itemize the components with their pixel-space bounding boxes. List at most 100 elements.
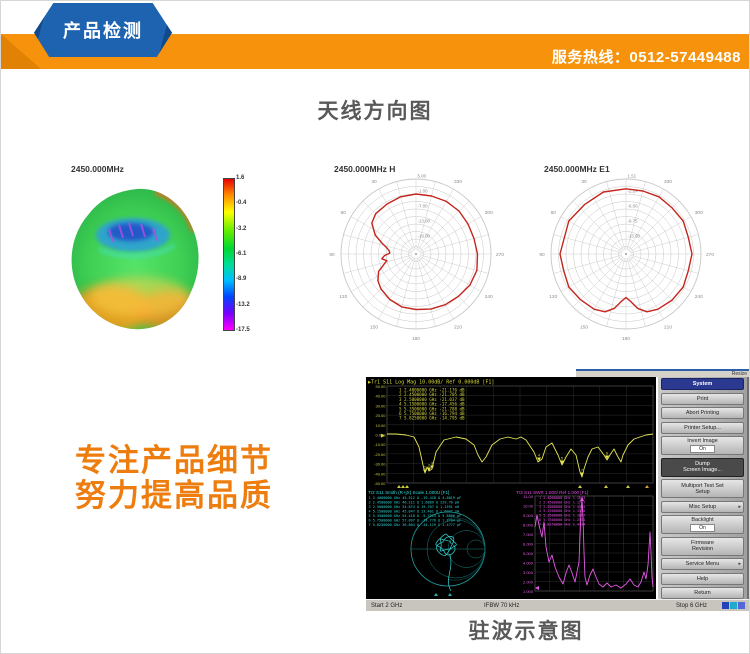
- banner-fold: [1, 34, 41, 69]
- vna-status-bar: Start 2 GHz IFBW 70 kHz Stop 6 GHz: [366, 599, 749, 611]
- service-hotline: 服务热线：0512-57449488: [551, 49, 741, 66]
- svg-text:2 2.4500000 GHz 1.1717: 2 2.4500000 GHz 1.1717: [539, 500, 585, 504]
- softkey-return: Return: [661, 587, 744, 599]
- svg-text:3 2.5000000 GHz 54.874 Ω 19.70: 3 2.5000000 GHz 54.874 Ω 19.707 Ω 1.1591…: [369, 505, 460, 509]
- svg-text:150: 150: [580, 325, 588, 331]
- svg-text:30: 30: [581, 179, 587, 185]
- svg-text:Tr3 S11 SWR 1.000/ Ref 1.000 [: Tr3 S11 SWR 1.000/ Ref 1.000 [F1]: [516, 490, 588, 495]
- tab-product-testing[interactable]: 产品检测: [34, 3, 172, 57]
- svg-text:-30.00: -30.00: [374, 462, 386, 467]
- svg-text:-40.00: -40.00: [374, 471, 386, 476]
- svg-text:40.00: 40.00: [375, 394, 386, 399]
- slogan-line2: 努力提高品质: [75, 478, 273, 513]
- softkey-dump: Dump Screen Image...: [661, 457, 744, 477]
- svg-text:Tr2 S11 Smith (R+jX) Scale 1.0: Tr2 S11 Smith (R+jX) Scale 1.000U [F1]: [368, 490, 449, 495]
- svg-text:4.000: 4.000: [523, 561, 534, 566]
- pattern3d-plot: [71, 188, 199, 330]
- svg-text:5 5.3500000 GHz 54.418 Ω -5.79: 5 5.3500000 GHz 54.418 Ω -5.7913 Ω 5.880…: [369, 514, 462, 518]
- softkey-abort-printing: Abort Printing: [661, 407, 744, 419]
- svg-text:90: 90: [539, 252, 545, 258]
- vna-softkey-panel: System Print Abort Printing Printer Setup..…: [658, 377, 749, 599]
- svg-text:6 5.7500000 GHz -16.794 dB: 6 5.7500000 GHz -16.794 dB: [399, 411, 465, 416]
- colorbar-tick-labels: 1.6 -0.4 -3.2 -6.1 -8.9 -13.2 -17.5: [236, 175, 250, 333]
- svg-text:10.00: 10.00: [375, 423, 386, 428]
- slogan-line1: 专注产品细节: [75, 443, 273, 478]
- svg-text:7 5.8250000 GHz -14.795 dB: 7 5.8250000 GHz -14.795 dB: [399, 416, 465, 421]
- svg-text:2.000: 2.000: [523, 580, 534, 585]
- svg-text:20.00: 20.00: [375, 413, 386, 418]
- slogan: 专注产品细节 努力提高品质: [75, 443, 273, 513]
- svg-text:6 5.7500000 GHz 1.2301: 6 5.7500000 GHz 1.2301: [539, 518, 585, 522]
- svg-text:150: 150: [370, 325, 378, 331]
- svg-text:4 5.1500000 GHz 45.047 Ω 13.40: 4 5.1500000 GHz 45.047 Ω 13.401 Ω 2.6047…: [369, 510, 460, 514]
- vna-screen: ▶Tr1 S11 Log Mag 10.00dB/ Ref 0.000dB [F…: [366, 377, 656, 599]
- svg-text:5 5.3500000 GHz 1.1807: 5 5.3500000 GHz 1.1807: [539, 514, 585, 518]
- svg-text:50.00: 50.00: [375, 384, 386, 389]
- svg-text:3.000: 3.000: [523, 570, 534, 575]
- svg-text:-13.50: -13.50: [628, 234, 641, 239]
- svg-text:2 2.4500000 GHz 46.211 Ω 1.688: 2 2.4500000 GHz 46.211 Ω 1.6889 Ω 229.70…: [369, 501, 460, 505]
- svg-text:7 5.8250000 GHz 36.804 Ω -44.1: 7 5.8250000 GHz 36.804 Ω -44.119 Ω 1.477…: [369, 523, 462, 527]
- svg-text:-6.00: -6.00: [628, 204, 639, 209]
- svg-text:-10.00: -10.00: [374, 442, 386, 447]
- svg-text:7: 7: [581, 469, 583, 473]
- resize-label: Resize: [731, 371, 747, 377]
- svg-text:1.51: 1.51: [628, 174, 637, 179]
- softkey-invert-image: Invert Image On: [661, 436, 744, 455]
- svg-text:120: 120: [339, 294, 347, 300]
- svg-text:210: 210: [664, 325, 672, 331]
- status-icon-cyan: [730, 602, 737, 609]
- svg-text:4 5.1500000 GHz -17.456 dB: 4 5.1500000 GHz -17.456 dB: [399, 402, 465, 407]
- svg-text:5.00: 5.00: [418, 174, 427, 179]
- softkey-service-menu: Service Menu ▸: [661, 558, 744, 570]
- svg-text:3 2.5000000 GHz -21.037 dB: 3 2.5000000 GHz -21.037 dB: [399, 397, 465, 402]
- svg-text:-2.24: -2.24: [628, 189, 639, 194]
- vna-ifbw: IFBW 70 kHz: [484, 602, 520, 609]
- softkey-misc-setup: Misc Setup ▸: [661, 500, 744, 513]
- svg-text:-20.00: -20.00: [374, 452, 386, 457]
- section-title: 天线方向图: [317, 99, 433, 123]
- svg-text:2 2.4500000 GHz -21.705 dB: 2 2.4500000 GHz -21.705 dB: [399, 392, 465, 397]
- softkey-printer-setup-: Printer Setup...: [661, 421, 744, 434]
- svg-text:30: 30: [371, 179, 377, 185]
- svg-text:3: 3: [431, 462, 433, 466]
- svg-text:1: 1: [424, 466, 426, 470]
- svg-text:30.00: 30.00: [375, 403, 386, 408]
- svg-text:5.000: 5.000: [523, 551, 534, 556]
- softkey-help: Help: [661, 572, 744, 585]
- svg-text:6.000: 6.000: [523, 542, 534, 547]
- svg-text:270: 270: [496, 252, 504, 258]
- svg-text:5 5.3500000 GHz -21.788 dB: 5 5.3500000 GHz -21.788 dB: [399, 406, 465, 411]
- submenu-arrow-icon: ▸: [738, 503, 741, 510]
- svg-text:1.000: 1.000: [523, 589, 534, 594]
- ribbon-label: 产品检测: [63, 21, 143, 41]
- softkey-firmware: Firmware Revision: [661, 536, 744, 556]
- svg-text:300: 300: [485, 210, 493, 216]
- svg-text:-13.00: -13.00: [418, 219, 431, 224]
- colorbar-gradient: [223, 178, 235, 331]
- softkey-print: Print: [661, 392, 744, 405]
- submenu-arrow-icon: ▸: [738, 561, 741, 567]
- svg-text:2: 2: [428, 464, 430, 468]
- polar-h-plot: 30 60 90 120 150 180 210 240 270 300 330 5.00 -1.00 -…: [329, 174, 504, 342]
- pattern3d-title: 2450.000MHz: [71, 164, 124, 174]
- svg-text:180: 180: [622, 336, 630, 342]
- svg-text:120: 120: [549, 294, 557, 300]
- svg-text:-7.00: -7.00: [418, 204, 429, 209]
- vna-status-icons: [722, 602, 745, 609]
- vna-start-freq: Start 2 GHz: [371, 602, 403, 609]
- status-icon-indigo: [738, 602, 745, 609]
- svg-text:6: 6: [606, 452, 608, 456]
- svg-text:4 5.1500000 GHz 1.3110: 4 5.1500000 GHz 1.3110: [539, 509, 585, 513]
- vswr-caption: 驻波示意图: [468, 619, 584, 643]
- polar-e-plot: 30 60 90 120 150 180 210 240 270 300 330 1.51 -2.24 -…: [539, 174, 714, 342]
- svg-text:7 5.8250000 GHz 1.4434: 7 5.8250000 GHz 1.4434: [539, 522, 585, 526]
- svg-text:7.000: 7.000: [523, 532, 534, 537]
- svg-text:300: 300: [695, 210, 703, 216]
- vna-stop-freq: Stop 6 GHz: [675, 602, 707, 609]
- svg-text:-50.00: -50.00: [374, 481, 386, 486]
- svg-text:▶: ▶: [381, 433, 385, 439]
- polar-h-title: 2450.000MHz H: [334, 164, 396, 174]
- svg-text:▶Tr1 S11 Log Mag 10.00dB/ Ref: ▶Tr1 S11 Log Mag 10.00dB/ Ref 0.000dB [F…: [368, 380, 494, 386]
